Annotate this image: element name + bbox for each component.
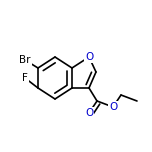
- Text: O: O: [85, 108, 93, 118]
- Text: O: O: [109, 102, 117, 112]
- Text: F: F: [22, 73, 28, 83]
- Text: O: O: [85, 52, 93, 62]
- Text: Br: Br: [19, 55, 31, 65]
